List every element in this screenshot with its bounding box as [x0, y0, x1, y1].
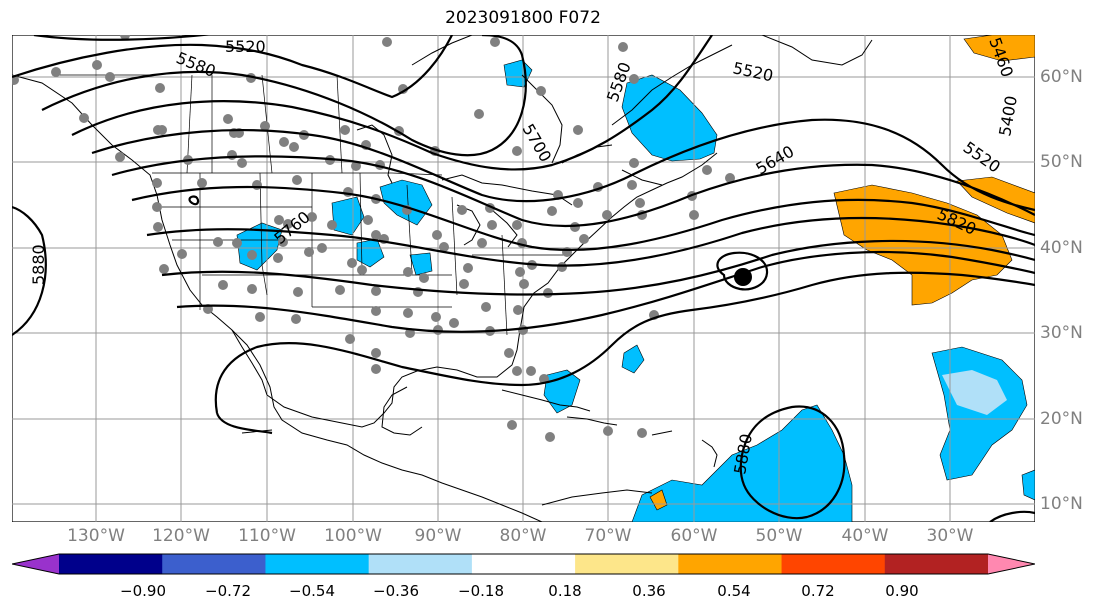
colorbar-tick: −0.72	[205, 582, 251, 600]
geopotential-contours	[12, 35, 1035, 522]
colorbar-tick: 0.54	[717, 582, 751, 600]
low-pressure-center	[734, 268, 752, 286]
lon-label: 120°W	[152, 526, 210, 546]
lon-label: 110°W	[238, 526, 296, 546]
weather-map: 5520 5580 5520 5580 5400 5520 5700 5640 …	[12, 35, 1035, 522]
colorbar-tick: −0.54	[289, 582, 335, 600]
lat-label: 50°N	[1040, 152, 1083, 172]
lon-label: 130°W	[67, 526, 125, 546]
colorbar-tick: −0.36	[373, 582, 419, 600]
lon-label: 80°W	[499, 526, 547, 546]
lon-label: 100°W	[324, 526, 382, 546]
colorbar-tick: 0.72	[801, 582, 835, 600]
colorbar-tick: −0.90	[120, 582, 166, 600]
lon-label: 90°W	[414, 526, 462, 546]
colorbar-cell	[59, 554, 163, 574]
negative-anomaly-light	[942, 370, 1007, 415]
lat-label: 20°N	[1040, 409, 1083, 429]
lon-label: 30°W	[926, 526, 974, 546]
colorbar-tick: 0.36	[632, 582, 666, 600]
lon-label: 60°W	[670, 526, 718, 546]
lon-label: 50°W	[755, 526, 803, 546]
colorbar	[12, 553, 1035, 575]
colorbar-cell	[368, 554, 473, 574]
colorbar-cell	[162, 554, 266, 574]
political-boundaries	[52, 74, 572, 336]
lat-label: 10°N	[1040, 494, 1083, 514]
colorbar-cell	[471, 554, 576, 574]
colorbar-cell	[265, 554, 370, 574]
map-title: 2023091800 F072	[445, 8, 601, 28]
lon-label: 40°W	[841, 526, 889, 546]
colorbar-tick: 0.18	[548, 582, 582, 600]
lat-label: 60°N	[1040, 67, 1083, 87]
colorbar-cell	[575, 554, 679, 574]
colorbar-tick: 0.90	[885, 582, 919, 600]
colorbar-tick: −0.18	[458, 582, 504, 600]
station-dots	[12, 35, 735, 442]
colorbar-outline	[12, 553, 1035, 575]
contour-label: 5880	[29, 244, 48, 285]
lon-label: 70°W	[584, 526, 632, 546]
lat-label: 30°N	[1040, 323, 1083, 343]
colorbar-cell	[884, 554, 989, 574]
colorbar-extend-low	[12, 554, 59, 574]
colorbar-cell	[781, 554, 886, 574]
contour-label: 5520	[225, 37, 266, 56]
colorbar-extend-high	[988, 554, 1035, 574]
colorbar-cell	[678, 554, 783, 574]
lat-label: 40°N	[1040, 238, 1083, 258]
